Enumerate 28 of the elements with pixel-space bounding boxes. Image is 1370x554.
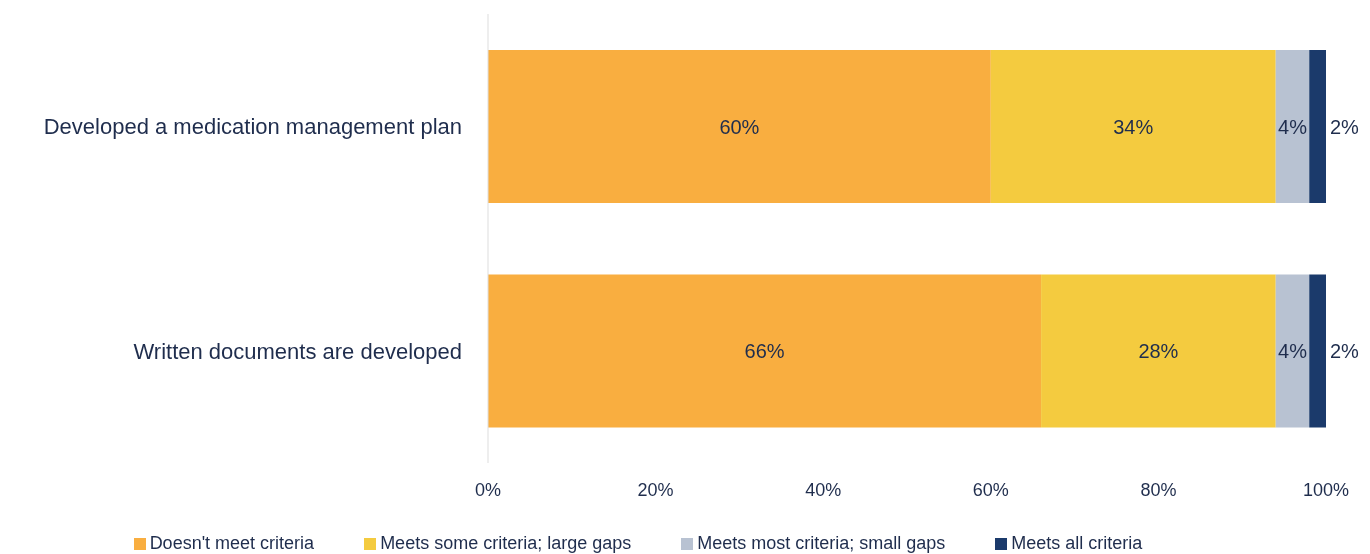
bar bbox=[990, 49, 1276, 203]
legend-label: Meets all criteria bbox=[1011, 533, 1143, 553]
data-label: 28% bbox=[1138, 340, 1179, 363]
x-tick-label: 0% bbox=[474, 479, 502, 500]
x-tick-label: 80% bbox=[1140, 479, 1177, 500]
legend-label: Meets some criteria; large gaps bbox=[380, 533, 632, 553]
bar bbox=[1309, 274, 1326, 428]
y-tick-label: Developed a medication management plan bbox=[43, 114, 462, 140]
data-label: 66% bbox=[744, 340, 785, 363]
y-tick-label: Written documents are developed bbox=[133, 338, 462, 364]
data-label: 4% bbox=[1278, 340, 1308, 363]
data-label: 4% bbox=[1278, 115, 1308, 138]
data-label: 34% bbox=[1113, 115, 1154, 138]
bar bbox=[488, 274, 1042, 428]
bar bbox=[488, 49, 991, 203]
bar bbox=[1041, 274, 1276, 428]
data-label: 2% bbox=[1330, 340, 1360, 363]
x-tick-label: 40% bbox=[805, 479, 842, 500]
bar bbox=[1309, 49, 1326, 203]
legend-label: Doesn't meet criteria bbox=[149, 533, 315, 553]
bar bbox=[1275, 49, 1310, 203]
x-tick-label: 60% bbox=[972, 479, 1009, 500]
data-label: 2% bbox=[1330, 115, 1360, 138]
bar bbox=[1275, 274, 1310, 428]
x-tick-label: 20% bbox=[637, 479, 674, 500]
data-label: 60% bbox=[719, 115, 760, 138]
x-tick-label: 100% bbox=[1302, 479, 1350, 500]
legend-label: Meets most criteria; small gaps bbox=[697, 533, 946, 553]
